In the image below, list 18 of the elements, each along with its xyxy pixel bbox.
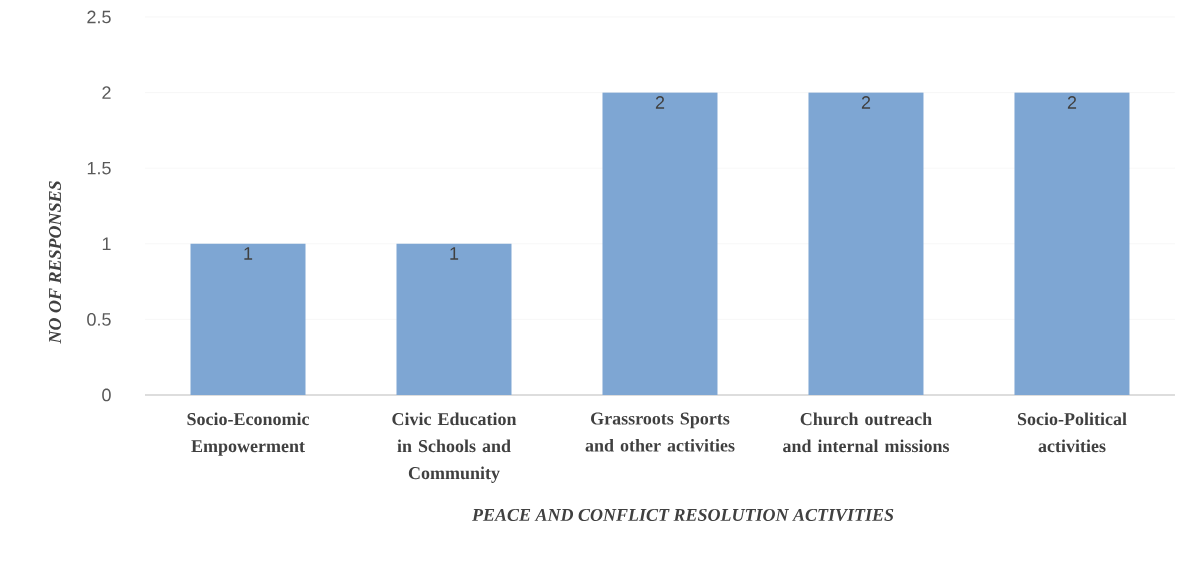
x-tick-label: Socio-Economic Empowerment bbox=[187, 412, 310, 456]
x-axis-title: PEACE AND CONFLICT RESOLUTION ACTIVITIES bbox=[471, 508, 894, 522]
data-label: 2 bbox=[1067, 96, 1077, 109]
data-label: 2 bbox=[861, 96, 871, 109]
y-tick-label: 0.5 bbox=[87, 313, 111, 326]
x-tick-label: Socio-Political activities bbox=[1017, 412, 1127, 453]
y-tick-label: 2 bbox=[102, 86, 111, 99]
data-label: 1 bbox=[244, 247, 253, 260]
x-tick-label: Grassroots Sports and other activities bbox=[585, 412, 735, 452]
x-tick-label: Church outreach and internal missions bbox=[783, 412, 950, 453]
y-tick-label: 1.5 bbox=[87, 161, 111, 175]
x-tick-label: Civic Education in Schools and Community bbox=[392, 412, 517, 483]
y-tick-label: 1 bbox=[102, 237, 111, 250]
data-label: 1 bbox=[450, 247, 459, 260]
y-tick-label: 2.5 bbox=[87, 10, 111, 24]
y-tick-label: 0 bbox=[102, 388, 111, 402]
data-label: 2 bbox=[655, 96, 665, 109]
y-axis-title: NO OF RESPONSES bbox=[48, 181, 62, 344]
